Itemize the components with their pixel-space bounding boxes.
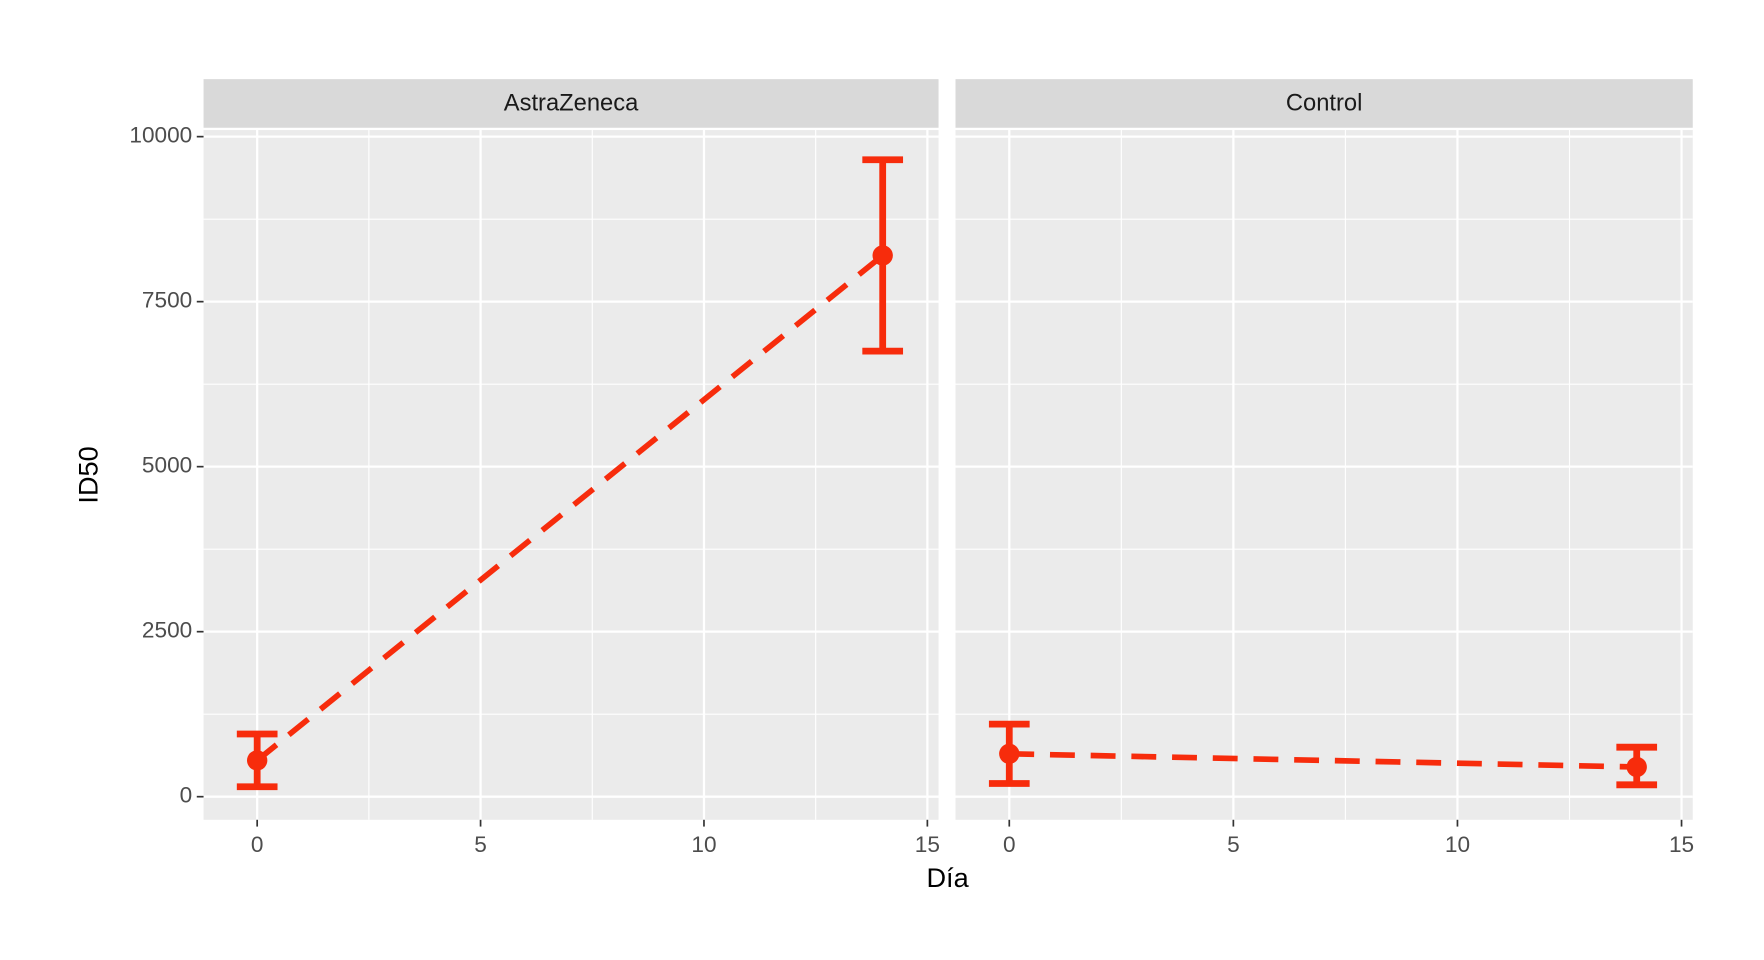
strip-background [955,79,1693,128]
x-tick-label: 10 [691,832,716,857]
panel-background [203,130,939,820]
line [1009,750,1637,770]
panel-background [955,130,1693,820]
y-tick-label: 7500 [142,288,192,313]
strip-title: AstraZeneca [504,90,639,116]
x-axis-title: Día [926,862,969,893]
y-tick-label: 0 [180,783,193,808]
x-tick-label: 10 [1445,832,1470,857]
y-tick-label: 5000 [142,453,192,478]
strip-background [203,79,939,128]
x-tick-label: 5 [474,832,487,857]
point [1626,756,1647,778]
point [246,750,268,771]
x-tick-label: 15 [1669,832,1694,857]
line [255,253,885,763]
x-tick-label: 5 [1227,832,1240,857]
x-tick-label: 15 [915,832,940,857]
y-tick-label: 10000 [129,123,192,148]
y-axis-title: ID50 [73,446,104,503]
y-tick-label: 2500 [142,618,192,643]
point [872,245,893,266]
x-tick-label: 0 [1003,832,1016,857]
strip-title: Control [1286,90,1363,116]
point [999,743,1020,764]
x-tick-label: 0 [251,832,264,857]
